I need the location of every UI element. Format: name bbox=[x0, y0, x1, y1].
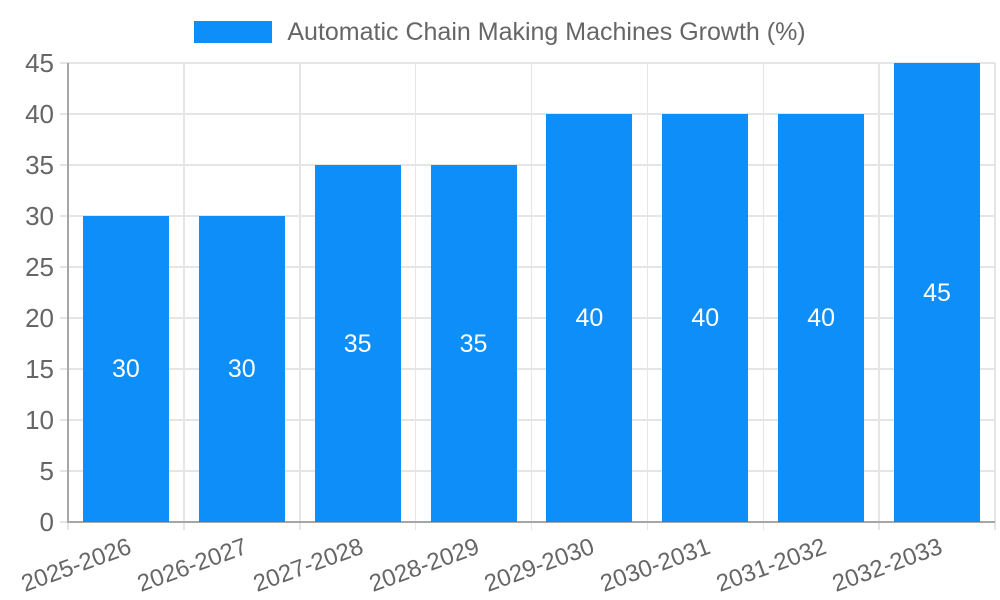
y-axis-tick bbox=[60, 521, 68, 523]
y-axis-line bbox=[67, 63, 69, 522]
bar-value-label: 40 bbox=[807, 304, 836, 332]
legend-label: Automatic Chain Making Machines Growth (… bbox=[287, 18, 806, 46]
bar-value-label: 30 bbox=[112, 355, 140, 383]
x-axis-tick bbox=[878, 522, 880, 530]
y-tick-label: 0 bbox=[39, 507, 54, 537]
bar-value-label: 40 bbox=[575, 304, 604, 332]
y-tick-label: 15 bbox=[25, 354, 54, 384]
y-axis-tick bbox=[60, 113, 68, 115]
x-axis-tick bbox=[414, 522, 417, 530]
legend-swatch bbox=[194, 21, 273, 43]
x-axis-tick bbox=[299, 522, 301, 530]
gridline-vertical bbox=[183, 63, 185, 522]
y-tick-label: 20 bbox=[25, 303, 54, 333]
y-tick-label: 30 bbox=[25, 201, 54, 231]
gridline-vertical bbox=[530, 63, 533, 522]
bar-2031-2032 bbox=[778, 114, 865, 522]
gridline-vertical bbox=[299, 63, 301, 522]
bar-value-label: 30 bbox=[227, 355, 256, 383]
y-tick-label: 5 bbox=[39, 456, 54, 486]
x-axis-line bbox=[67, 521, 995, 523]
bar-2026-2027 bbox=[198, 216, 285, 522]
y-axis-tick bbox=[60, 266, 68, 268]
x-axis-tick bbox=[994, 522, 996, 530]
bar-value-label: 45 bbox=[923, 278, 951, 307]
gridline-vertical bbox=[414, 63, 417, 522]
y-tick-label: 10 bbox=[25, 405, 54, 435]
gridline-vertical bbox=[994, 63, 996, 522]
y-axis-tick bbox=[60, 317, 68, 319]
chart-legend: Automatic Chain Making Machines Growth (… bbox=[0, 18, 1000, 46]
bar-value-label: 40 bbox=[691, 304, 720, 332]
y-tick-label: 45 bbox=[25, 48, 54, 78]
bar-2030-2031 bbox=[662, 114, 749, 522]
y-axis-tick bbox=[60, 164, 68, 166]
gridline-vertical bbox=[762, 63, 764, 522]
y-axis-tick bbox=[60, 62, 68, 64]
bar-2028-2029 bbox=[430, 165, 517, 522]
x-axis-tick bbox=[530, 522, 533, 530]
y-axis-tick bbox=[60, 470, 68, 472]
bar-value-label: 35 bbox=[343, 329, 372, 358]
x-axis-tick bbox=[183, 522, 185, 530]
gridline-vertical bbox=[646, 63, 649, 522]
y-axis-tick bbox=[60, 368, 68, 370]
bar-2032-2033 bbox=[894, 63, 981, 522]
y-axis-tick bbox=[60, 215, 68, 217]
y-tick-label: 40 bbox=[25, 99, 54, 129]
gridline-vertical bbox=[878, 63, 880, 522]
legend-item[interactable]: Automatic Chain Making Machines Growth (… bbox=[194, 18, 806, 46]
x-axis-tick bbox=[646, 522, 649, 530]
bar-value-label: 35 bbox=[459, 329, 488, 358]
y-axis-tick bbox=[60, 419, 68, 421]
bar-2027-2028 bbox=[314, 165, 401, 522]
x-axis-tick bbox=[67, 522, 69, 530]
y-tick-label: 25 bbox=[25, 252, 54, 282]
bar-2029-2030 bbox=[546, 114, 633, 522]
bar-2025-2026 bbox=[82, 216, 169, 522]
y-tick-label: 35 bbox=[25, 150, 54, 180]
x-axis-tick bbox=[762, 522, 764, 530]
